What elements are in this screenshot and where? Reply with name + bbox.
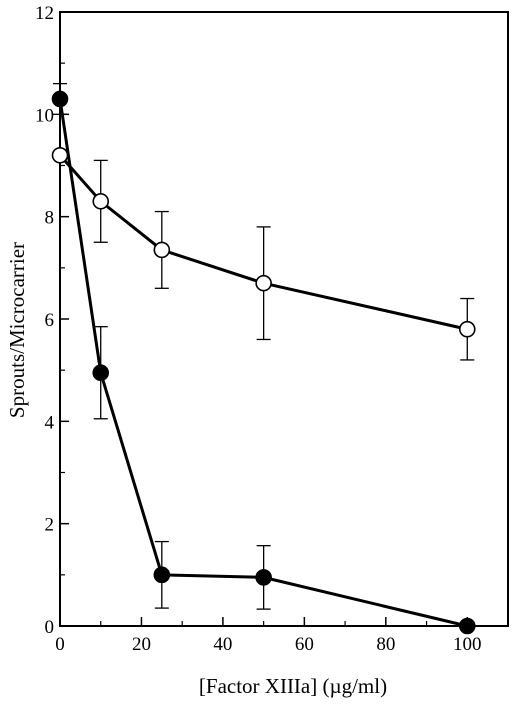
y-tick-label: 8 [45, 208, 55, 229]
filled-point [255, 569, 272, 586]
y-tick-label: 12 [35, 3, 54, 24]
x-tick-label: 80 [376, 634, 395, 655]
x-tick-label: 100 [453, 634, 482, 655]
series-1 [51, 82, 476, 635]
x-axis-ticks: 0 20 40 60 80 100 [55, 617, 509, 655]
y-axis-ticks: 0 2 4 6 8 10 12 [35, 3, 69, 638]
filled-point [153, 566, 171, 584]
x-tick-label: 60 [295, 634, 314, 655]
series-2 [51, 146, 476, 361]
x-tick-label: 20 [132, 634, 151, 655]
filled-point [51, 90, 69, 108]
open-point [51, 146, 69, 164]
x-tick-label: 40 [213, 634, 232, 655]
plot-frame [59, 11, 509, 627]
open-point [255, 274, 272, 292]
y-tick-label: 2 [45, 515, 55, 536]
plot-border [59, 11, 509, 627]
filled-point [92, 364, 110, 382]
open-point [92, 193, 110, 210]
x-axis-title: [Factor XIIIa] (µg/ml) [199, 674, 387, 698]
series-layer [51, 82, 476, 635]
y-tick-label: 10 [35, 105, 54, 126]
x-tick-label: 0 [55, 634, 65, 655]
filled-point [458, 617, 476, 635]
open-point [458, 320, 476, 338]
y-tick-label: 6 [45, 310, 55, 331]
open-point [153, 241, 171, 259]
y-tick-label: 4 [45, 412, 55, 433]
y-axis-title: Sprouts/Microcarrier [5, 242, 29, 418]
y-tick-label: 0 [45, 617, 55, 638]
